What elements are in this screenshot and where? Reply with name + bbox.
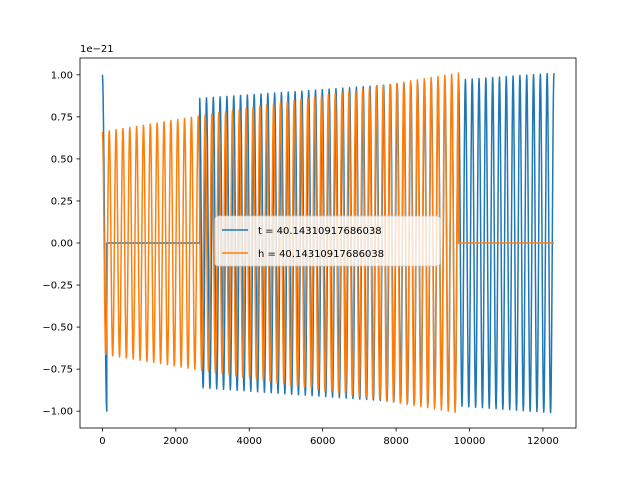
- y-tick-label: −0.75: [42, 365, 73, 376]
- x-tick-label: 6000: [310, 436, 335, 447]
- x-tick-label: 10000: [454, 436, 486, 447]
- y-tick-label: 1.00: [51, 70, 73, 81]
- y-tick-label: 0.00: [51, 239, 73, 250]
- x-tick-label: 12000: [527, 436, 559, 447]
- legend: t = 40.14310917686038 h = 40.14310917686…: [214, 215, 441, 267]
- legend-label-t: t = 40.14310917686038: [258, 226, 382, 237]
- x-tick-label: 4000: [237, 436, 262, 447]
- y-tick-label: −0.25: [42, 281, 73, 292]
- y-tick-label: 0.25: [51, 196, 73, 207]
- x-axis: 0 2000 4000 6000 8000 10000 12000: [99, 428, 559, 447]
- y-tick-label: −1.00: [42, 407, 73, 418]
- y-tick-label: 0.75: [51, 112, 73, 123]
- y-axis-offset-label: 1e−21: [80, 44, 114, 55]
- y-axis: −1.00 −0.75 −0.50 −0.25 0.00 0.25 0.50 0.75 1.00: [42, 70, 80, 418]
- series-layer: [101, 72, 555, 414]
- x-tick-label: 8000: [383, 436, 408, 447]
- y-tick-label: −0.50: [42, 323, 73, 334]
- y-tick-label: 0.50: [51, 154, 73, 165]
- x-tick-label: 0: [99, 436, 105, 447]
- legend-label-h: h = 40.14310917686038: [258, 249, 384, 260]
- legend-box: [214, 215, 441, 267]
- series-line-1: [101, 72, 554, 414]
- x-tick-label: 2000: [163, 436, 188, 447]
